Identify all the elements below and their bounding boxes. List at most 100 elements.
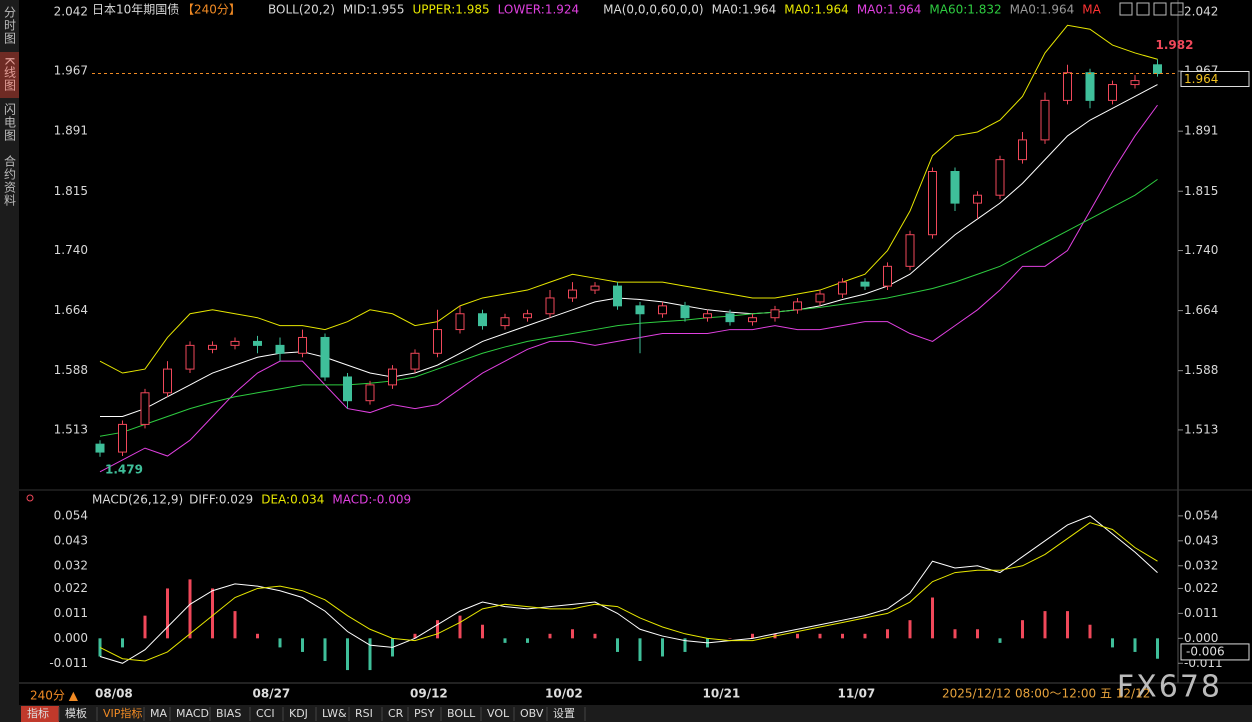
candle-body [794,302,802,310]
x-tick-label: 08/08 [95,687,133,701]
macd-bar [661,638,664,656]
y-tick-label: 0.043 [54,533,88,547]
y-tick-label: 2.042 [54,4,88,18]
candle-body [749,318,757,322]
period-label: 【240分】 [182,3,241,17]
macd-bar [1021,620,1024,638]
candle-body [1154,65,1162,74]
candle-body [411,353,419,369]
candle-body [704,314,712,318]
sidebar-tab[interactable]: 闪电图 [3,103,17,142]
toolbar-tab[interactable]: MACD [176,707,209,720]
indicator-legend: UPPER:1.985 [412,3,489,17]
sidebar-tab[interactable]: 合约资料 [3,154,17,207]
indicator-legend: MA0:1.964 [1010,3,1075,17]
y-tick-label: -0.011 [49,656,88,670]
indicator-legend: MA(0,0,0,60,0,0) [603,3,703,17]
candle-body [501,318,509,326]
macd-title: MACD(26,12,9) [92,493,183,507]
macd-bar [841,634,844,639]
macd-bar [639,638,642,661]
candle-body [524,314,532,318]
candle-body [119,424,127,452]
indicator-legend: MA0:1.964 [857,3,922,17]
toolbar-tab[interactable]: 设置 [553,707,575,720]
y-tick-label: 1.740 [1184,243,1218,257]
period-button[interactable]: 240分 ▲ [30,689,79,703]
indicator-legend: MACD:-0.009 [332,493,411,507]
y-tick-label: 0.011 [1184,606,1218,620]
candle-body [96,444,104,452]
toolbar-tab[interactable]: BIAS [216,707,241,720]
indicator-legend: LOWER:1.924 [498,3,580,17]
macd-bar [909,620,912,638]
candle-body [659,306,667,314]
candle-body [276,345,284,353]
candle-body [636,306,644,314]
y-tick-label: 1.588 [54,363,88,377]
indicator-legend: MA0:1.964 [712,3,777,17]
candle-body [299,337,307,353]
x-tick-label: 10/02 [545,687,583,701]
macd-bar [144,616,147,639]
y-tick-label: 0.011 [54,606,88,620]
candle-body [1109,85,1117,101]
candle-body [591,286,599,290]
candle-body [389,369,397,385]
candle-body [1131,81,1139,85]
toolbar-tab[interactable]: VOL [487,707,510,720]
toolbar-tab[interactable]: VIP指标 [103,706,142,720]
sidebar-tab[interactable]: 分时图 [3,6,17,45]
low-label: 1.479 [105,462,143,476]
y-tick-label: 0.032 [1184,558,1218,572]
candle-body [929,172,937,235]
macd-bar [1066,611,1069,638]
y-tick-label: 0.000 [1184,631,1218,645]
toolbar-tab[interactable]: CCI [256,707,275,720]
toolbar-tab[interactable]: CR [388,707,404,720]
candle-body [996,160,1004,196]
toolbar-tab[interactable]: LW& [322,707,347,720]
instrument-title: 日本10年期国债 [92,3,179,17]
candle-body [546,298,554,314]
toolbar-tab[interactable]: 模板 [65,706,87,720]
macd-bar [571,629,574,638]
macd-bar [256,634,259,639]
indicator-legend: DIFF:0.029 [189,493,253,507]
toolbar-tab[interactable]: 指标 [27,706,49,720]
candle-body [974,195,982,203]
x-tick-label: 11/07 [838,687,876,701]
indicator-legend: MID:1.955 [343,3,405,17]
y-tick-label: 0.054 [54,508,88,522]
candle-body [614,286,622,306]
macd-bar [459,616,462,639]
indicator-legend: MA0:1.964 [784,3,849,17]
toolbar-tab[interactable]: KDJ [289,707,308,720]
toolbar-tab[interactable]: MA [150,707,167,720]
macd-bar [729,638,732,639]
macd-bar [121,638,124,647]
macd-bar [211,588,214,638]
toolbar-tab[interactable]: OBV [520,707,544,720]
toolbar-tab[interactable]: BOLL [447,707,476,720]
candle-body [1019,140,1027,160]
candle-body [951,172,959,204]
toolbar-tab[interactable]: RSI [355,707,373,720]
toolbar-tab[interactable]: PSY [414,707,435,720]
y-tick-label: 1.513 [54,422,88,436]
indicator-legend: DEA:0.034 [261,493,324,507]
candle-body [321,337,329,377]
y-tick-label: 1.891 [54,124,88,138]
candle-body [1041,100,1049,140]
macd-bar [999,638,1002,643]
candle-body [141,393,149,425]
macd-bar [819,634,822,639]
macd-bar [931,598,934,639]
y-tick-label: 0.022 [1184,581,1218,595]
y-tick-label: 1.513 [1184,422,1218,436]
candle-body [861,282,869,286]
macd-bar [954,629,957,638]
candle-body [1086,73,1094,101]
